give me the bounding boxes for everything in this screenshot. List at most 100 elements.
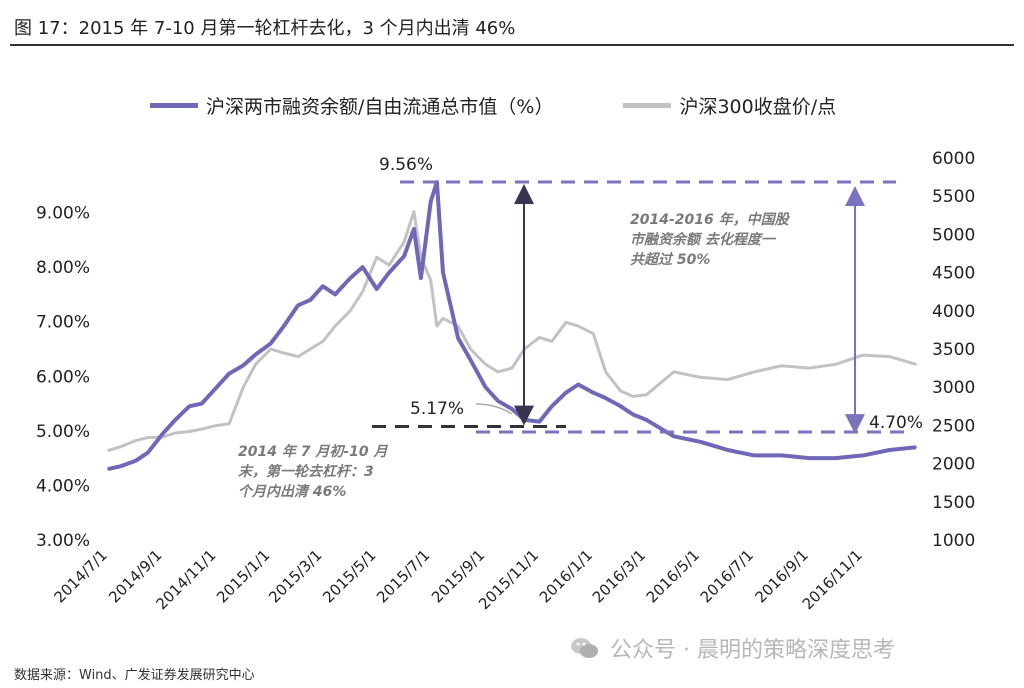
margin-series-point bbox=[215, 386, 218, 389]
index-series-point bbox=[619, 390, 622, 392]
y-left-tick-label: 5.00% bbox=[36, 422, 90, 442]
y-right-tick-label: 3500 bbox=[932, 340, 975, 360]
index-series-point bbox=[726, 378, 729, 381]
margin-series-point bbox=[297, 304, 299, 307]
index-series-point bbox=[228, 423, 231, 425]
margin-series-point bbox=[834, 457, 837, 459]
legend-swatch-index bbox=[623, 103, 672, 108]
wechat-icon bbox=[571, 638, 598, 658]
index-series-point bbox=[577, 325, 580, 327]
legend-label-index: 沪深300收盘价/点 bbox=[679, 96, 837, 118]
margin-series-point bbox=[780, 454, 783, 457]
index-series-point bbox=[565, 321, 567, 324]
x-tick-label: 2014/7/1 bbox=[50, 546, 110, 606]
index-series-point bbox=[242, 386, 245, 389]
trough-label: 5.17% bbox=[410, 399, 464, 419]
margin-series-point bbox=[457, 337, 459, 339]
y-right-tick-label: 2000 bbox=[932, 455, 975, 475]
margin-series-point bbox=[361, 266, 364, 268]
index-series-point bbox=[349, 309, 352, 312]
index-series-line bbox=[107, 210, 917, 453]
index-series-point bbox=[119, 445, 122, 448]
watermark: 公众号 · 晨明的策略深度思考 bbox=[570, 632, 895, 664]
margin-series-point bbox=[254, 353, 257, 356]
y-right-tick-label: 4000 bbox=[932, 302, 975, 322]
index-series-point bbox=[699, 376, 702, 379]
legend-item-index: 沪深300收盘价/点 bbox=[623, 92, 836, 119]
margin-series-point bbox=[808, 457, 810, 459]
watermark-text: 公众号 · 晨明的策略深度思考 bbox=[610, 638, 895, 663]
margin-series-point bbox=[672, 435, 675, 438]
margin-series-point bbox=[592, 391, 595, 394]
index-series-point bbox=[457, 325, 459, 327]
index-series-point bbox=[269, 348, 272, 350]
margin-series-point bbox=[200, 402, 203, 405]
index-series-point bbox=[429, 279, 432, 282]
margin-series-point bbox=[619, 405, 622, 408]
index-series-point bbox=[107, 449, 109, 452]
x-tick-label: 2015/3/1 bbox=[265, 546, 325, 606]
x-axis: 2014/7/12014/9/12014/11/12015/1/12015/3/… bbox=[50, 546, 865, 613]
index-series-point bbox=[753, 371, 756, 373]
margin-series-point bbox=[413, 228, 415, 230]
note-right-line: 共超过 50% bbox=[630, 251, 710, 268]
y-axis-right: 1000 1500 2000 2500 3000 3500 4000 4500 5000 5500… bbox=[932, 149, 975, 551]
index-series-point bbox=[497, 371, 499, 373]
index-series-point bbox=[134, 439, 137, 442]
margin-series-point bbox=[146, 451, 149, 454]
x-tick-label: 2015/1/1 bbox=[213, 546, 273, 606]
margin-series-point bbox=[309, 299, 312, 301]
x-tick-label: 2015/5/1 bbox=[319, 546, 379, 606]
index-series-point bbox=[550, 340, 553, 343]
y-right-tick-label: 5000 bbox=[932, 225, 975, 245]
index-series-point bbox=[413, 210, 415, 213]
legend-label-margin: 沪深两市融资余额/自由流通总市值（%） bbox=[206, 96, 554, 118]
margin-series-point bbox=[321, 285, 324, 288]
y-left-tick-label: 7.00% bbox=[36, 313, 90, 333]
index-series-point bbox=[309, 348, 312, 350]
y-axis-left: 3.00% 4.00% 5.00% 6.00% 7.00% 8.00% 9.00% bbox=[36, 204, 90, 551]
y-right-tick-label: 3000 bbox=[932, 378, 975, 398]
x-tick-label: 2016/5/1 bbox=[643, 546, 703, 606]
margin-series-point bbox=[334, 293, 337, 296]
margin-series-point bbox=[161, 432, 164, 435]
margin-series-point bbox=[442, 271, 444, 274]
margin-series-point bbox=[269, 342, 272, 345]
index-series-point bbox=[254, 363, 257, 366]
margin-series-point bbox=[349, 277, 352, 279]
margin-series-point bbox=[565, 391, 567, 394]
trough-callout-line bbox=[475, 403, 513, 415]
margin-series-point bbox=[726, 449, 729, 451]
note-left-line: 末，第一轮去杠杆：3 bbox=[238, 463, 374, 480]
margin-series-point bbox=[497, 399, 499, 402]
margin-series-point bbox=[888, 449, 891, 451]
peak-label: 9.56% bbox=[379, 155, 433, 175]
margin-series-point bbox=[645, 419, 648, 421]
note-left-line: 2014 年 7 月初-10 月 bbox=[238, 443, 388, 460]
margin-series-point bbox=[174, 419, 177, 421]
figure-title: 图 17：2015 年 7-10 月第一轮杠杆去化，3 个月内出清 46% bbox=[14, 18, 516, 39]
index-series-point bbox=[834, 363, 837, 366]
index-series-point bbox=[469, 348, 472, 350]
legend-item-margin: 沪深两市融资余额/自由流通总市值（%） bbox=[150, 92, 553, 119]
margin-series-point bbox=[699, 440, 702, 443]
y-left-tick-label: 4.00% bbox=[36, 476, 90, 496]
index-series-point bbox=[361, 290, 364, 293]
margin-series-point bbox=[550, 405, 553, 408]
index-series-point bbox=[215, 424, 218, 427]
index-series-point bbox=[672, 371, 675, 373]
margin-series-point bbox=[375, 288, 378, 290]
series-index bbox=[107, 210, 917, 453]
y-right-tick-label: 5500 bbox=[932, 187, 975, 207]
margin-series-point bbox=[538, 420, 541, 423]
index-series-point bbox=[442, 317, 444, 320]
index-series-point bbox=[403, 241, 405, 243]
x-tick-label: 2015/7/1 bbox=[373, 546, 433, 606]
index-series-point bbox=[511, 367, 513, 369]
index-series-point bbox=[436, 325, 438, 327]
index-series-point bbox=[188, 430, 191, 433]
margin-series-point bbox=[134, 460, 137, 462]
margin-series-point bbox=[242, 364, 245, 367]
